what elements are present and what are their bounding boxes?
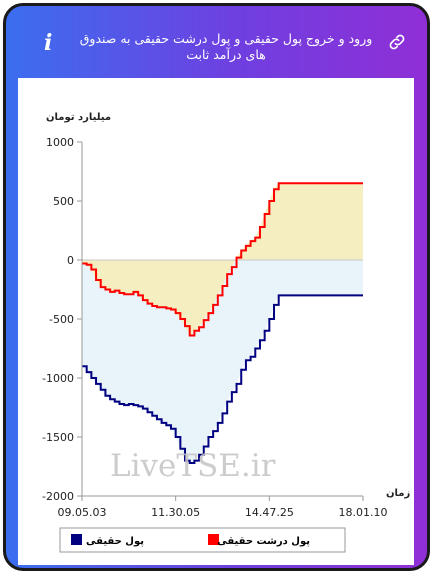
y-axis-title: میلیارد تومان bbox=[46, 112, 111, 123]
chart-title: ورود و خروج پول حقیقی و پول درشت حقیقی ب… bbox=[79, 31, 373, 62]
info-icon[interactable]: i bbox=[44, 30, 53, 56]
x-tick-label: 11.30.05 bbox=[151, 506, 200, 519]
y-tick-label: -1500 bbox=[42, 431, 74, 444]
link-icon[interactable] bbox=[387, 32, 407, 52]
legend-label-pol-dorosht: پول درشت حقیقی bbox=[217, 536, 310, 547]
y-tick-label: -500 bbox=[49, 313, 74, 326]
legend-box bbox=[59, 527, 346, 553]
series-area-pol-dorosht bbox=[82, 183, 363, 336]
y-tick-label: 500 bbox=[53, 195, 74, 208]
line-chart: 1000 500 0 -500 -1000 -1500 -2000 09.05.03 11.3… bbox=[42, 112, 410, 553]
series-line-pol-dorosht bbox=[82, 182, 363, 337]
y-tick-label: -2000 bbox=[42, 490, 74, 503]
x-axis-title: زمان bbox=[386, 488, 410, 499]
x-tick-label: 09.05.03 bbox=[58, 506, 107, 519]
series-line-pol-haghighi bbox=[82, 294, 363, 464]
y-tick-label: -1000 bbox=[42, 372, 74, 385]
y-tick-label: 1000 bbox=[46, 136, 74, 149]
legend-label-pol-haghighi: پول حقیقی bbox=[86, 536, 144, 547]
chart-panel: 1000 500 0 -500 -1000 -1500 -2000 09.05.03 11.3… bbox=[18, 78, 414, 565]
x-tick-label: 14.47.25 bbox=[245, 506, 294, 519]
chart-card: ورود و خروج پول حقیقی و پول درشت حقیقی ب… bbox=[3, 3, 430, 571]
watermark: LiveTSE.ir bbox=[110, 448, 276, 484]
y-tick-label: 0 bbox=[67, 254, 74, 267]
x-tick-label: 18.01.10 bbox=[339, 506, 388, 519]
legend-swatch-pol-dorosht bbox=[208, 534, 219, 545]
legend-swatch-pol-haghighi bbox=[71, 534, 82, 545]
card-header: ورود و خروج پول حقیقی و پول درشت حقیقی ب… bbox=[6, 6, 427, 78]
